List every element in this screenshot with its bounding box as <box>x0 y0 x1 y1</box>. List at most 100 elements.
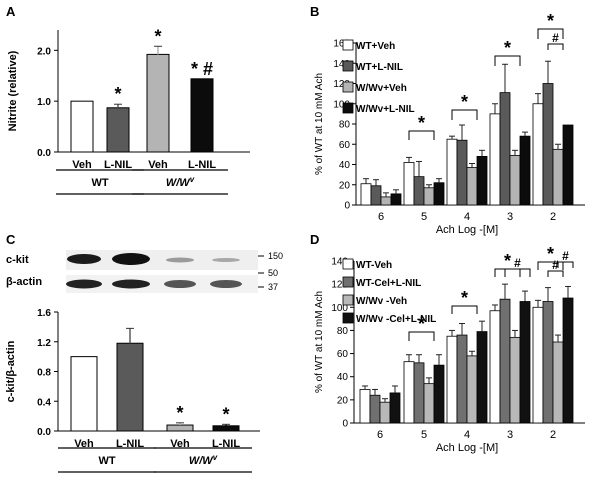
y-tick-label: 0.8 <box>37 368 51 379</box>
x-tick-label: L-NIL <box>188 159 216 171</box>
y-tick-label: 1.2 <box>37 338 51 349</box>
panel-letter-b: B <box>310 4 319 19</box>
y-tick-label: 140 <box>331 257 348 268</box>
x-tick-label: 2 <box>550 211 556 223</box>
blot-band <box>112 279 150 289</box>
legend-label: W/Wv -Veh <box>356 296 407 307</box>
x-tick-label: 3 <box>507 211 513 223</box>
y-tick-label: 60 <box>339 140 351 151</box>
y-axis-label: % of WT at 10 mM Ach <box>314 291 325 393</box>
x-axis-label: Ach Log -[M] <box>436 224 498 236</box>
y-tick-label: 60 <box>337 349 349 360</box>
legend-label: W/Wv+L-NIL <box>356 104 415 115</box>
legend-label: WT+Veh <box>356 41 395 52</box>
bar <box>476 331 488 424</box>
y-tick-label: 1.6 <box>37 308 51 319</box>
blot-band <box>210 280 242 288</box>
x-axis-label: Ach Log -[M] <box>436 442 498 454</box>
significance-mark: * <box>461 92 468 112</box>
significance-mark: * <box>114 84 121 104</box>
bar <box>106 107 130 153</box>
y-tick-label: 20 <box>337 395 349 406</box>
bar <box>499 298 511 424</box>
blot-band <box>212 258 240 262</box>
panel-letter-c: C <box>6 232 16 247</box>
group-label: W/Wv <box>189 453 218 467</box>
significance-bracket <box>504 268 531 277</box>
blot-band <box>66 279 102 289</box>
bar <box>413 176 425 206</box>
x-tick-label: L-NIL <box>116 438 144 450</box>
group-label: WT <box>91 177 108 189</box>
bar <box>413 362 425 424</box>
legend-label: WT-Cel+L-NIL <box>356 278 421 289</box>
significance-mark: * <box>504 38 511 58</box>
x-tick-label: 2 <box>550 429 556 441</box>
chart-a-nitrite: 0.0 1.0 2.0 Nitrite (relative) Veh * L-NIL * Veh… <box>7 26 250 195</box>
bar <box>446 138 458 206</box>
legend-swatch <box>342 294 354 306</box>
significance-bracket <box>537 28 564 39</box>
significance-mark: * <box>547 244 554 264</box>
significance-mark: * # <box>191 59 213 79</box>
significance-mark: # <box>562 249 569 263</box>
bar <box>70 356 98 432</box>
legend-swatch <box>342 258 354 270</box>
bar <box>476 155 488 206</box>
blot-band <box>112 253 150 265</box>
bar <box>379 401 391 424</box>
blot-band <box>166 257 194 263</box>
bar <box>190 78 214 153</box>
bar <box>390 193 402 206</box>
y-axis-label: % of WT at 10 mM Ach <box>314 73 325 175</box>
legend-swatch <box>342 81 354 93</box>
y-tick-label: 0 <box>344 201 350 212</box>
chart-d-ach-response: 0 20 40 60 80 100 120 140 % of WT at 10 mM Ach 6 5… <box>314 244 585 454</box>
y-tick-label: 100 <box>331 303 348 314</box>
y-tick-label: 0.4 <box>37 397 51 408</box>
blot-marker: 37 <box>268 282 278 292</box>
significance-mark: * <box>504 251 511 271</box>
bar <box>370 185 382 206</box>
legend-label: WT+L-NIL <box>356 62 403 73</box>
western-blot: c-kit β-actin 150 50 37 <box>6 250 283 293</box>
significance-bracket <box>547 270 564 277</box>
chart-b-ach-response: 0 20 40 60 80 100 120 140 160 % of WT at 10 mM Ac… <box>314 11 585 236</box>
significance-mark: * <box>418 314 425 334</box>
significance-mark: # <box>514 256 521 270</box>
y-axis-label: c-kit/β-actin <box>5 340 17 402</box>
legend-swatch <box>342 39 354 51</box>
x-tick-label: Veh <box>72 159 92 171</box>
y-tick-label: 2.0 <box>37 46 51 57</box>
x-tick-label: Veh <box>170 438 190 450</box>
bar <box>456 139 468 206</box>
y-tick-label: 0.0 <box>37 148 51 159</box>
y-tick-label: 0.0 <box>37 427 51 438</box>
bar <box>116 342 144 432</box>
blot-strip-ckit <box>66 250 258 270</box>
x-tick-label: 5 <box>421 429 427 441</box>
y-tick-label: 140 <box>333 59 350 70</box>
x-tick-label: Veh <box>148 159 168 171</box>
bar <box>433 364 445 424</box>
significance-mark: * <box>547 11 554 31</box>
bar <box>489 113 501 206</box>
bar <box>532 306 544 424</box>
y-tick-label: 80 <box>339 120 351 131</box>
bar <box>466 355 478 424</box>
blot-marker: 150 <box>268 251 283 261</box>
group-label: W/Wv <box>166 175 195 189</box>
chart-c-ckit-ratio: 0.0 0.4 0.8 1.2 1.6 c-kit/β-actin Veh L-NIL * Veh… <box>5 308 260 473</box>
significance-mark: * <box>222 404 229 424</box>
blot-band <box>164 280 196 288</box>
bar <box>489 310 501 424</box>
panel-letter-d: D <box>310 232 319 247</box>
bar <box>509 336 521 424</box>
bar <box>433 182 445 206</box>
blot-label-actin: β-actin <box>6 276 42 288</box>
legend-swatch <box>342 312 354 324</box>
blot-strip-actin <box>66 275 258 293</box>
x-tick-label: L-NIL <box>212 438 240 450</box>
y-tick-label: 40 <box>339 160 351 171</box>
